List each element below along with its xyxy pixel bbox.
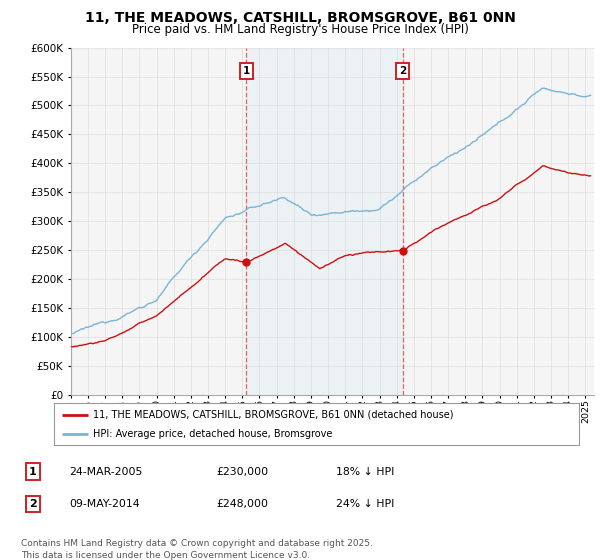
Text: £230,000: £230,000 [216,466,268,477]
Text: 1: 1 [242,66,250,76]
Text: 11, THE MEADOWS, CATSHILL, BROMSGROVE, B61 0NN: 11, THE MEADOWS, CATSHILL, BROMSGROVE, B… [85,11,515,25]
Text: Contains HM Land Registry data © Crown copyright and database right 2025.
This d: Contains HM Land Registry data © Crown c… [21,539,373,559]
Bar [246,48,403,395]
Text: 2: 2 [29,499,37,509]
Text: HPI: Average price, detached house, Bromsgrove: HPI: Average price, detached house, Brom… [94,429,333,439]
Text: 2: 2 [399,66,407,76]
Text: 1: 1 [29,466,37,477]
Text: £248,000: £248,000 [216,499,268,509]
Text: Price paid vs. HM Land Registry's House Price Index (HPI): Price paid vs. HM Land Registry's House … [131,23,469,36]
Text: 24% ↓ HPI: 24% ↓ HPI [336,499,394,509]
Text: 11, THE MEADOWS, CATSHILL, BROMSGROVE, B61 0NN (detached house): 11, THE MEADOWS, CATSHILL, BROMSGROVE, B… [94,409,454,419]
Text: 18% ↓ HPI: 18% ↓ HPI [336,466,394,477]
Text: 24-MAR-2005: 24-MAR-2005 [69,466,142,477]
Text: 09-MAY-2014: 09-MAY-2014 [69,499,140,509]
